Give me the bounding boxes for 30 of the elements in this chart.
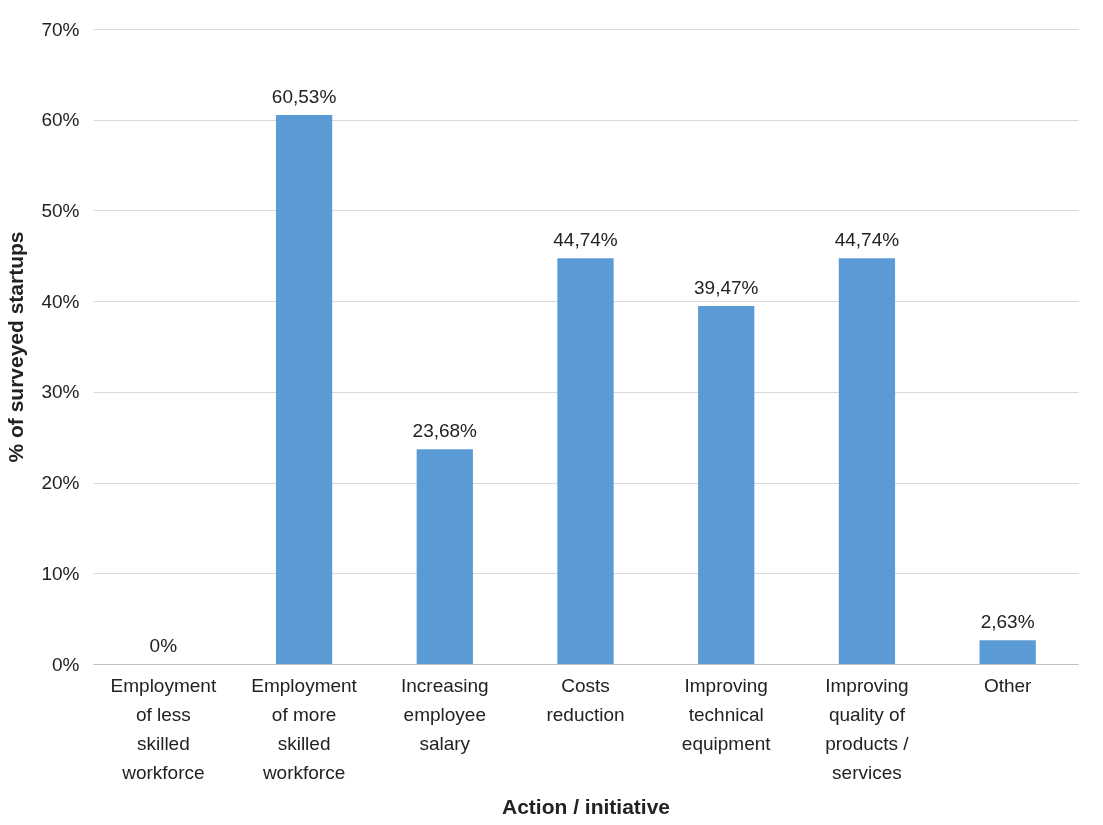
y-tick-label: 20% — [41, 472, 80, 494]
x-tick-label: Employment of less skilled workforce — [110, 674, 217, 783]
data-label: 44,74% — [834, 229, 900, 251]
bar — [275, 114, 333, 664]
data-label: 2,63% — [980, 611, 1035, 633]
bar — [416, 449, 473, 664]
x-tick-label: Employment of more skilled workforce — [251, 674, 358, 783]
y-tick-label: 10% — [41, 562, 80, 584]
x-tick-label: Other — [983, 674, 1033, 696]
bar — [979, 640, 1036, 664]
y-tick-label: 30% — [41, 381, 80, 403]
data-label: 39,47% — [693, 276, 759, 298]
data-label: 23,68% — [412, 420, 478, 442]
bar — [698, 305, 755, 664]
x-tick-label: Improving quality of products / services — [825, 674, 910, 783]
y-tick-label: 60% — [41, 109, 80, 131]
bar — [838, 258, 896, 664]
x-tick-label: Increasing employee salary — [400, 674, 489, 754]
y-tick-label: 70% — [41, 18, 80, 40]
x-axis-title: Action / initiative — [501, 794, 671, 818]
y-axis-title: % of surveyed startups — [4, 231, 28, 463]
x-tick-label: Improving technical equipment — [681, 674, 772, 754]
y-tick-label: 50% — [41, 199, 80, 221]
data-label: 60,53% — [271, 85, 337, 107]
data-label: 0% — [149, 635, 178, 656]
bar — [557, 258, 614, 664]
y-tick-label: 0% — [52, 653, 80, 675]
y-tick-label: 40% — [41, 290, 80, 312]
data-label: 44,74% — [553, 229, 618, 251]
x-tick-label: Costs reduction — [546, 674, 625, 725]
